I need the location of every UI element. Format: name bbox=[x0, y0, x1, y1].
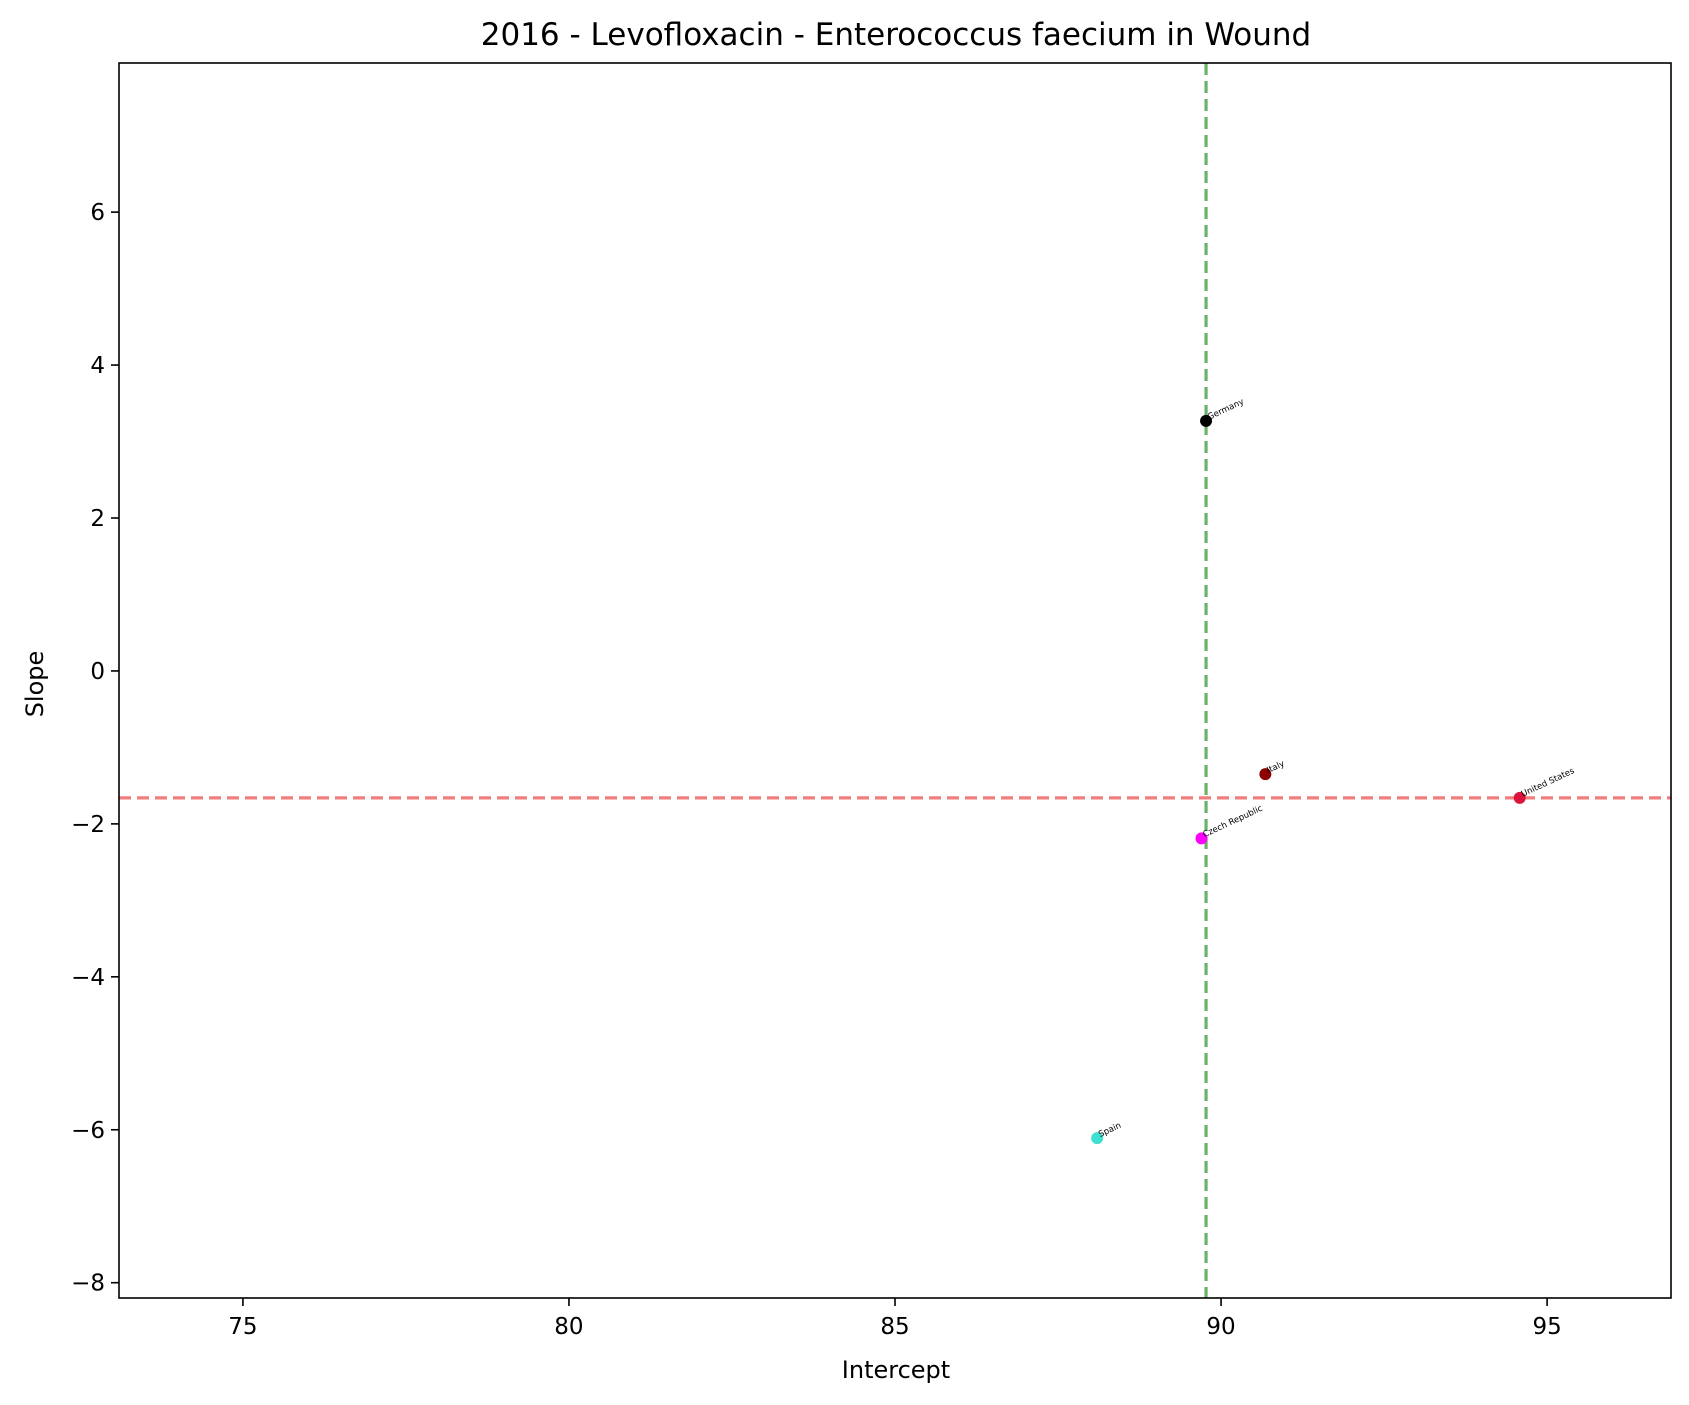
y-axis-label: Slope bbox=[21, 651, 49, 718]
x-tick-label: 95 bbox=[1532, 1314, 1561, 1340]
data-point bbox=[1091, 1132, 1104, 1145]
y-tick-label: 6 bbox=[90, 200, 105, 226]
x-tick-label: 75 bbox=[228, 1314, 257, 1340]
y-tick-label: −2 bbox=[71, 812, 105, 838]
data-point bbox=[1259, 768, 1272, 781]
data-point bbox=[1200, 414, 1213, 427]
y-tick-label: 0 bbox=[90, 659, 105, 685]
y-tick-label: −8 bbox=[71, 1271, 105, 1297]
y-tick-label: −4 bbox=[71, 965, 105, 991]
y-tick-label: 4 bbox=[90, 353, 105, 379]
data-point bbox=[1513, 791, 1526, 804]
data-point bbox=[1195, 832, 1208, 845]
x-axis-label: Intercept bbox=[842, 1356, 950, 1384]
chart-title: 2016 - Levofloxacin - Enterococcus faeci… bbox=[481, 17, 1311, 53]
x-tick-label: 90 bbox=[1206, 1314, 1235, 1340]
y-tick-label: −6 bbox=[71, 1118, 105, 1144]
x-tick-label: 85 bbox=[880, 1314, 909, 1340]
y-tick-label: 2 bbox=[90, 506, 105, 532]
plot-frame bbox=[118, 62, 1672, 1299]
x-tick-label: 80 bbox=[554, 1314, 583, 1340]
